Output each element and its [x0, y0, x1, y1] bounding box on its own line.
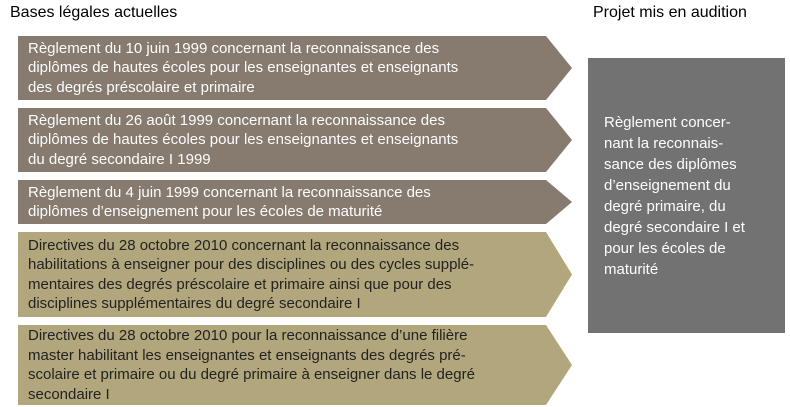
left-column-title: Bases légales actuelles — [10, 4, 178, 21]
arrow-reglement-26-aout-1999-text: Règlement du 26 août 1999 concernant la … — [28, 111, 459, 168]
right-column-title: Projet mis en audition — [593, 4, 747, 21]
arrow-directives-28-octobre-2010-habilitations-text: Directives du 28 octobre 2010 concernant… — [28, 236, 475, 312]
arrow-reglement-4-juin-1999: Règlement du 4 juin 1999 concernant la r… — [18, 180, 572, 224]
arrow-reglement-26-aout-1999: Règlement du 26 août 1999 concernant la … — [18, 108, 572, 172]
arrow-reglement-10-juin-1999: Règlement du 10 juin 1999 concernant la … — [18, 36, 572, 100]
arrow-directives-28-octobre-2010-filiere-master: Directives du 28 octobre 2010 pour la re… — [18, 325, 572, 405]
arrow-reglement-10-juin-1999-text: Règlement du 10 juin 1999 concernant la … — [28, 39, 459, 96]
project-audition-box-text: Règlement concer- nant la reconnais- san… — [604, 113, 745, 278]
arrow-directives-28-octobre-2010-filiere-master-text: Directives du 28 octobre 2010 pour la re… — [28, 327, 475, 403]
arrow-reglement-4-juin-1999-text: Règlement du 4 juin 1999 concernant la r… — [28, 183, 431, 220]
arrow-directives-28-octobre-2010-habilitations: Directives du 28 octobre 2010 concernant… — [18, 232, 572, 317]
project-audition-box: Règlement concer- nant la reconnais- san… — [588, 58, 785, 333]
